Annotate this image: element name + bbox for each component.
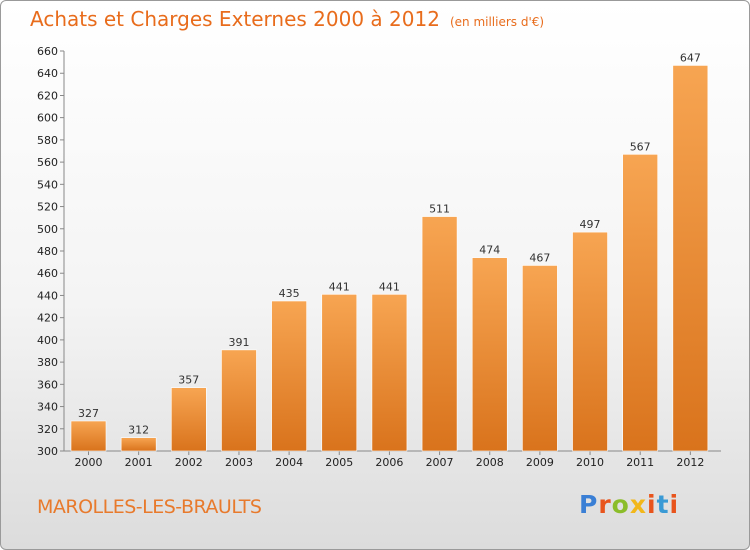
bar bbox=[120, 437, 157, 452]
y-tick-label: 360 bbox=[37, 378, 58, 391]
bar-value-label: 474 bbox=[479, 244, 500, 257]
y-tick-label: 600 bbox=[37, 112, 58, 125]
bar-value-label: 511 bbox=[429, 203, 450, 216]
y-tick-label: 540 bbox=[37, 178, 58, 191]
logo-letter: i bbox=[647, 490, 657, 519]
x-tick-label: 2009 bbox=[526, 456, 554, 469]
x-tick-label: 2000 bbox=[75, 456, 103, 469]
y-tick-label: 520 bbox=[37, 201, 58, 214]
y-tick-label: 640 bbox=[37, 67, 58, 80]
bar bbox=[522, 265, 558, 452]
bar bbox=[622, 154, 658, 452]
logo-letter: i bbox=[669, 490, 680, 519]
y-tick-label: 660 bbox=[37, 45, 58, 58]
bar bbox=[572, 231, 608, 452]
logo-letter: r bbox=[598, 490, 612, 519]
bar-value-label: 441 bbox=[329, 280, 350, 293]
x-tick-label: 2002 bbox=[175, 456, 203, 469]
bar bbox=[70, 420, 107, 452]
x-tick-label: 2005 bbox=[325, 456, 353, 469]
logo-letter: x bbox=[629, 490, 647, 519]
bar bbox=[371, 294, 408, 452]
bar-value-label: 435 bbox=[279, 287, 300, 300]
y-tick-label: 440 bbox=[37, 289, 58, 302]
y-tick-label: 460 bbox=[37, 267, 58, 280]
x-tick-label: 2012 bbox=[676, 456, 704, 469]
title-text: Achats et Charges Externes 2000 à 2012 bbox=[30, 7, 440, 31]
bar-value-label: 357 bbox=[178, 374, 199, 387]
bar-value-label: 391 bbox=[228, 336, 249, 349]
bar-value-label: 327 bbox=[78, 407, 99, 420]
x-tick-label: 2010 bbox=[576, 456, 604, 469]
bar bbox=[421, 216, 458, 452]
bar bbox=[221, 349, 257, 452]
x-tick-label: 2003 bbox=[225, 456, 253, 469]
logo-letter: P bbox=[579, 490, 599, 519]
y-tick-label: 300 bbox=[37, 445, 58, 458]
bar bbox=[271, 300, 307, 452]
x-tick-label: 2004 bbox=[275, 456, 303, 469]
y-tick-label: 560 bbox=[37, 156, 58, 169]
bar-value-label: 312 bbox=[128, 424, 149, 437]
y-tick-label: 340 bbox=[37, 401, 58, 414]
bar-value-label: 497 bbox=[580, 218, 601, 231]
y-tick-label: 500 bbox=[37, 223, 58, 236]
commune-name: MAROLLES-LES-BRAULTS bbox=[37, 496, 262, 518]
bar-value-label: 467 bbox=[529, 251, 550, 264]
x-tick-label: 2001 bbox=[125, 456, 153, 469]
bar-value-label: 647 bbox=[680, 51, 701, 64]
y-tick-label: 620 bbox=[37, 89, 58, 102]
y-tick-label: 380 bbox=[37, 356, 58, 369]
logo-letter: o bbox=[611, 490, 630, 519]
bar bbox=[171, 387, 207, 452]
y-tick-label: 320 bbox=[37, 423, 58, 436]
bar bbox=[471, 257, 508, 452]
y-tick-label: 400 bbox=[37, 334, 58, 347]
bar-value-label: 441 bbox=[379, 280, 400, 293]
x-tick-label: 2008 bbox=[476, 456, 504, 469]
bar-value-label: 567 bbox=[630, 140, 651, 153]
title-unit: (en milliers d'€) bbox=[449, 15, 545, 29]
proxiti-logo[interactable]: Proxiti bbox=[579, 490, 679, 519]
x-tick-label: 2006 bbox=[375, 456, 403, 469]
chart-title: Achats et Charges Externes 2000 à 2012 (e… bbox=[30, 7, 544, 31]
bar bbox=[672, 65, 709, 452]
logo-letter: t bbox=[656, 490, 670, 519]
x-tick-label: 2007 bbox=[426, 456, 454, 469]
y-tick-label: 480 bbox=[37, 245, 58, 258]
y-tick-label: 580 bbox=[37, 134, 58, 147]
bar bbox=[321, 294, 358, 452]
x-tick-label: 2011 bbox=[626, 456, 654, 469]
y-tick-label: 420 bbox=[37, 312, 58, 325]
